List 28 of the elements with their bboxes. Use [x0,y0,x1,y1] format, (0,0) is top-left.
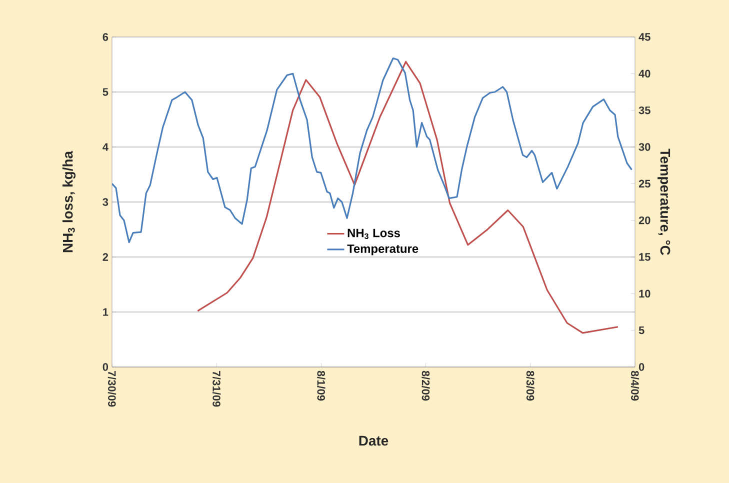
legend-label: NH$_{3}$ Loss [348,228,400,239]
y2-axis-title: Temperature, °C [658,148,670,256]
y2-tick-label: 5 [638,326,644,334]
x-tick-label: 7/31/09 [212,370,221,407]
x-tick-label: 8/2/09 [422,370,430,401]
legend-label: Temperature [347,244,418,256]
y-tick-label: 5 [102,88,108,96]
y-tick-label: 3 [102,198,108,206]
y2-tick-label: 20 [638,216,650,224]
y2-tick-label: 10 [639,290,650,298]
y-tick-label: 0 [102,363,108,371]
x-tick-label: 8/1/09 [317,370,326,401]
y2-tick-label: 40 [638,70,650,78]
x-tick-label: 8/4/09 [630,370,640,401]
x-tick-label: 7/30/09 [108,370,116,407]
y2-tick-label: 35 [638,106,650,114]
y2-tick-label: 25 [638,180,650,188]
y-tick-label: 2 [102,253,108,261]
y-tick-label: 1 [103,308,108,316]
y-tick-label: 4 [102,143,108,151]
y2-tick-label: 0 [638,363,644,371]
y2-tick-label: 30 [638,143,650,151]
y-tick-label: 6 [102,33,108,41]
y2-tick-label: 15 [639,253,650,261]
y2-tick-label: 45 [638,33,650,41]
x-axis-title: Date [359,436,388,446]
y-axis-title: NH$_{3}$ loss, kg/ha [62,150,76,252]
x-tick-label: 8/3/09 [526,370,534,401]
